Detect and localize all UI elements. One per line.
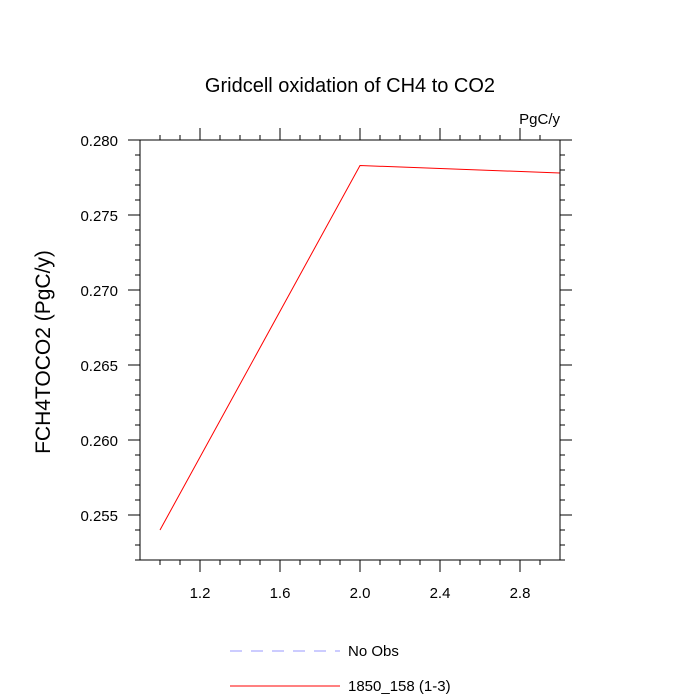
axis-ticks [128,128,572,572]
series-layer [159,164,561,531]
chart-title: Gridcell oxidation of CH4 to CO2 [205,75,495,97]
y-tick-label: 0.255 [80,508,118,525]
units-label: PgC/y [519,111,560,128]
y-axis-label: FCH4TOCO2 (PgC/y) [32,250,55,454]
legend-label: No Obs [348,643,399,660]
y-tick-label: 0.275 [80,208,118,225]
y-tick-label: 0.280 [80,133,118,150]
legend-label: 1850_158 (1-3) [348,678,451,695]
x-tick-label: 2.4 [430,585,451,602]
y-tick-label: 0.270 [80,283,118,300]
legend: No Obs 1850_158 (1-3) [230,643,451,695]
plot-frame [139,139,561,561]
y-tick-label: 0.260 [80,433,118,450]
series-line [159,164,561,531]
tick-labels: 1.2 1.6 2.0 2.4 2.8 0.255 0.260 0.265 0.270 0.275… [80,133,530,602]
x-tick-label: 2.8 [510,585,531,602]
x-tick-label: 1.6 [270,585,291,602]
y-tick-label: 0.265 [80,358,118,375]
x-tick-label: 1.2 [190,585,211,602]
x-tick-label: 2.0 [350,585,371,602]
